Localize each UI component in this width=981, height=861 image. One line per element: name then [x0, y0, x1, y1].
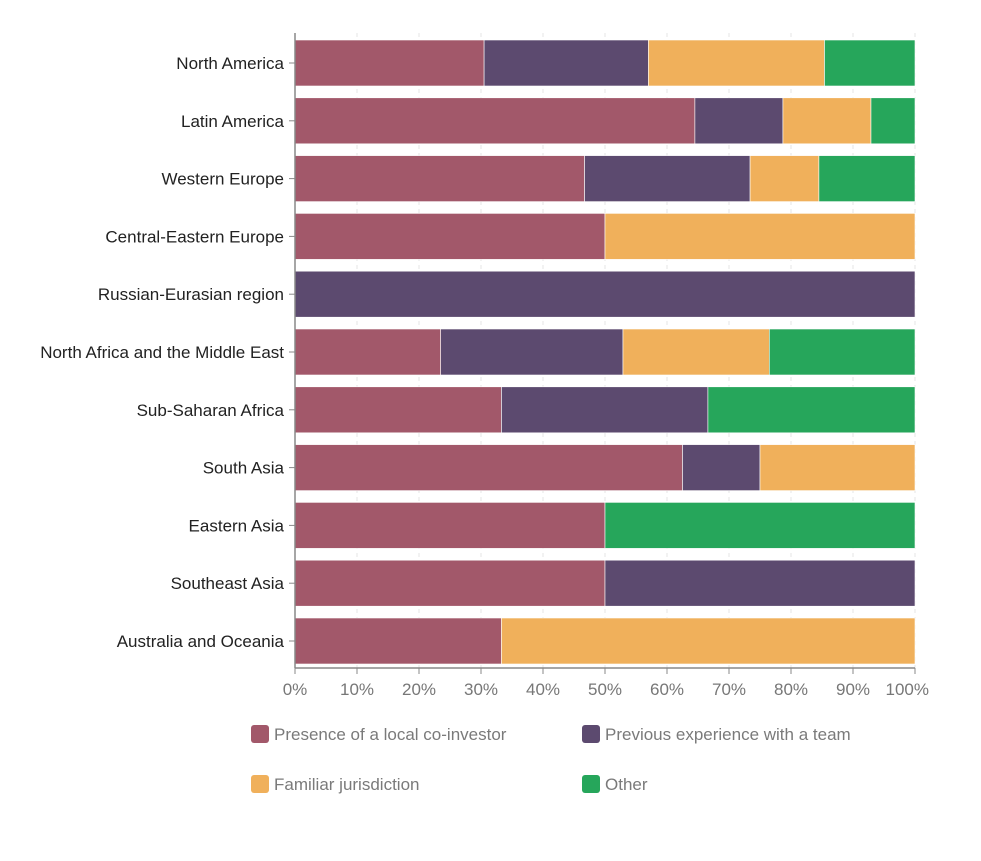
bar-segment[interactable]	[694, 97, 784, 145]
legend-label: Previous experience with a team	[605, 725, 851, 744]
x-tick-label: 0%	[283, 680, 308, 699]
bar-segment[interactable]	[294, 97, 696, 145]
legend-label: Presence of a local co-investor	[274, 725, 507, 744]
bar-segment[interactable]	[707, 386, 916, 434]
x-tick-label: 10%	[340, 680, 374, 699]
category-label: Western Europe	[161, 170, 284, 189]
x-tick-label: 50%	[588, 680, 622, 699]
bar-segment[interactable]	[622, 328, 770, 376]
bar-segment[interactable]	[294, 559, 606, 607]
category-label: Central-Eastern Europe	[105, 227, 284, 246]
bar-segment[interactable]	[294, 213, 606, 260]
legend-item[interactable]: Other	[582, 775, 648, 794]
bar-segment[interactable]	[294, 39, 485, 87]
bar-segment[interactable]	[604, 502, 916, 549]
bar-segment[interactable]	[501, 386, 709, 434]
legend-label: Other	[605, 775, 648, 794]
bar-segment[interactable]	[294, 270, 916, 318]
bar-segment[interactable]	[294, 444, 683, 491]
category-label: Latin America	[181, 112, 285, 131]
bar-segment[interactable]	[501, 617, 916, 665]
legend: Presence of a local co-investor Previous …	[251, 725, 851, 794]
bar-segment[interactable]	[759, 444, 916, 491]
category-label: Sub-Saharan Africa	[137, 401, 285, 420]
category-label: North Africa and the Middle East	[40, 343, 284, 362]
category-label: Australia and Oceania	[117, 632, 285, 651]
bar-segment[interactable]	[440, 328, 624, 376]
bar-segment[interactable]	[818, 155, 916, 202]
x-tick-label: 90%	[836, 680, 870, 699]
bar-segment[interactable]	[294, 328, 441, 376]
bar-segment[interactable]	[294, 155, 585, 202]
legend-item[interactable]: Previous experience with a team	[582, 725, 851, 744]
bars	[294, 39, 916, 665]
x-tick-label: 30%	[464, 680, 498, 699]
x-tick-label: 100%	[886, 680, 929, 699]
bar-segment[interactable]	[782, 97, 872, 145]
x-tick-label: 70%	[712, 680, 746, 699]
bar-segment[interactable]	[604, 559, 916, 607]
legend-label: Familiar jurisdiction	[274, 775, 419, 794]
bar-segment[interactable]	[483, 39, 649, 87]
category-label: Russian-Eurasian region	[98, 285, 284, 304]
category-label: Southeast Asia	[171, 574, 285, 593]
bar-segment[interactable]	[648, 39, 825, 87]
bar-segment[interactable]	[584, 155, 751, 202]
legend-item[interactable]: Familiar jurisdiction	[251, 775, 419, 794]
bar-segment[interactable]	[824, 39, 916, 87]
category-label: Eastern Asia	[189, 516, 285, 535]
legend-swatch	[582, 725, 600, 743]
bar-segment[interactable]	[604, 213, 916, 260]
x-tick-label: 40%	[526, 680, 560, 699]
category-label: South Asia	[203, 459, 285, 478]
bar-segment[interactable]	[294, 617, 502, 665]
bar-segment[interactable]	[870, 97, 916, 145]
legend-swatch	[251, 775, 269, 793]
bar-segment[interactable]	[682, 444, 761, 491]
bar-segment[interactable]	[749, 155, 820, 202]
bar-segment[interactable]	[294, 386, 502, 434]
legend-swatch	[251, 725, 269, 743]
bar-segment[interactable]	[768, 328, 916, 376]
legend-swatch	[582, 775, 600, 793]
x-tick-label: 20%	[402, 680, 436, 699]
x-tick-label: 80%	[774, 680, 808, 699]
category-label: North America	[176, 54, 284, 73]
bar-segment[interactable]	[294, 502, 606, 549]
x-tick-label: 60%	[650, 680, 684, 699]
legend-item[interactable]: Presence of a local co-investor	[251, 725, 507, 744]
